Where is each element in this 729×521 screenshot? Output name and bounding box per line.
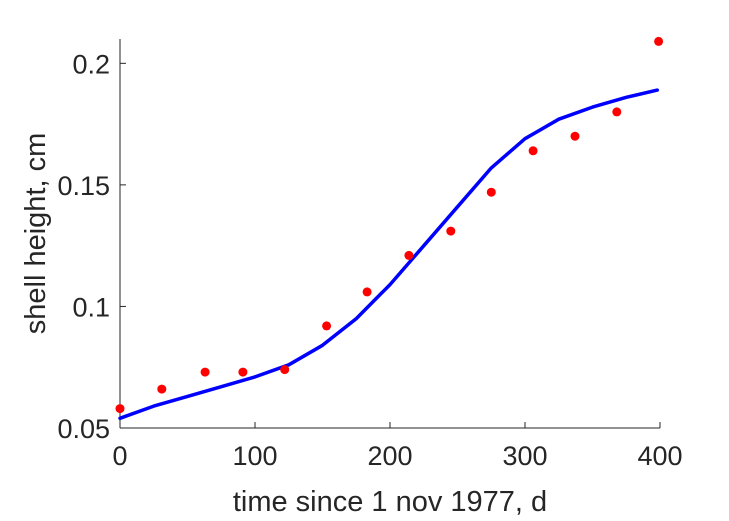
y-axis-label: shell height, cm xyxy=(20,133,52,335)
y-tick-label: 0.05 xyxy=(57,414,110,444)
data-point xyxy=(612,107,622,117)
x-tick-label: 0 xyxy=(112,441,127,471)
ticks-layer: 0 100 200 300 400 0.05 0.1 0.15 0.2 xyxy=(57,49,682,471)
x-axis-label: time since 1 nov 1977, d xyxy=(233,486,547,518)
data-point xyxy=(115,404,125,414)
x-tick-label: 300 xyxy=(502,441,547,471)
data-point xyxy=(528,146,538,156)
x-tick-label: 400 xyxy=(637,441,682,471)
x-tick-label: 200 xyxy=(367,441,412,471)
data-point xyxy=(322,321,332,331)
data-point xyxy=(238,367,248,377)
axes xyxy=(119,39,660,429)
data-point xyxy=(486,187,496,197)
data-point xyxy=(280,365,290,375)
data-point xyxy=(570,131,580,141)
data-point xyxy=(446,226,456,236)
y-tick-label: 0.1 xyxy=(72,292,110,322)
data-point xyxy=(200,367,210,377)
x-tick-label: 100 xyxy=(232,441,277,471)
y-tick-label: 0.15 xyxy=(57,171,110,201)
y-tick-label: 0.2 xyxy=(72,49,110,79)
data-point xyxy=(654,36,664,46)
fit-curve-layer xyxy=(118,88,660,421)
data-points-layer xyxy=(115,36,664,414)
data-point xyxy=(157,384,167,394)
data-point xyxy=(362,287,372,297)
data-point xyxy=(404,250,414,260)
fit-curve-line xyxy=(118,88,660,421)
